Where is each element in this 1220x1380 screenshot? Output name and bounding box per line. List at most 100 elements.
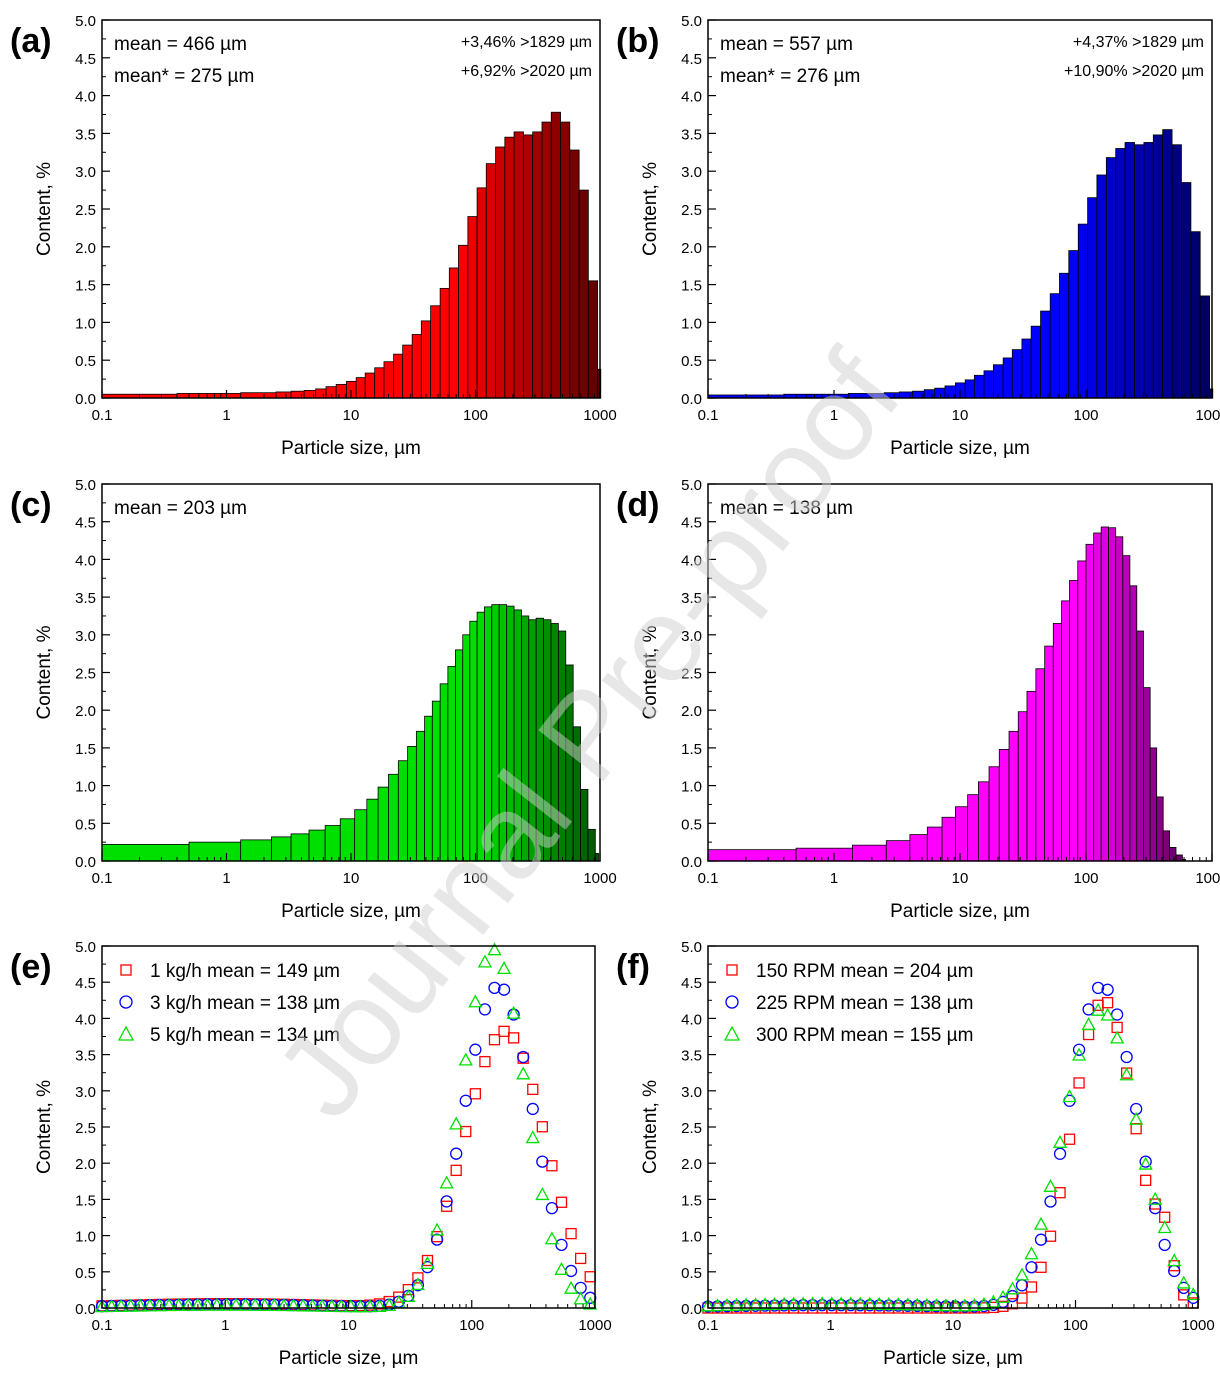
- panel-f: (f) 0.0 0.5 1.0 1.5 2.0 2.5 3.0 3.5 4.0 4.5 5.0 0.1 1…: [616, 939, 1215, 1369]
- panel-d: (d) 0.0 0.5 1.0 1.5 2.0 2.5 3.0 3.5 4.0 4.5 5.0 0.1 1…: [616, 477, 1220, 922]
- bar: [707, 849, 797, 862]
- legend-label: 300 RPM mean = 155 µm: [756, 1025, 973, 1046]
- y-tick-label: 3.0: [681, 164, 702, 181]
- data-point: [516, 1066, 531, 1080]
- data-point: [1034, 1233, 1048, 1246]
- x-tick-label: 1000: [583, 870, 616, 887]
- y-tick-label: 0.0: [75, 854, 96, 871]
- data-point: [152, 1298, 167, 1312]
- data-point: [420, 1256, 435, 1270]
- bar: [1077, 223, 1089, 399]
- y-tick-label: 0.0: [75, 391, 96, 408]
- panel-label: (c): [10, 486, 52, 524]
- bar: [973, 374, 985, 399]
- x-tick-label: 0.1: [698, 870, 719, 887]
- data-point: [1167, 1253, 1182, 1267]
- y-tick-label: 3.5: [75, 590, 96, 607]
- bar: [1030, 325, 1041, 399]
- bar: [430, 305, 441, 399]
- x-tick-label: 0.1: [92, 870, 113, 887]
- bar: [476, 611, 485, 862]
- y-tick-label: 2.5: [75, 1120, 96, 1137]
- data-point: [710, 1298, 725, 1312]
- data-point: [507, 1008, 520, 1021]
- y-tick-label: 0.5: [681, 1265, 702, 1282]
- bar: [1199, 295, 1210, 399]
- data-point: [219, 1297, 234, 1311]
- bar: [1044, 645, 1054, 862]
- data-point: [410, 1277, 425, 1291]
- data-point: [286, 1298, 301, 1312]
- bar: [909, 834, 928, 862]
- bar: [420, 320, 432, 399]
- bar: [485, 163, 496, 399]
- annotation-fraction: +3,46% >1829 µm: [461, 34, 592, 51]
- x-tick-label: 100: [459, 1317, 484, 1334]
- data-point: [957, 1298, 972, 1312]
- bar: [998, 749, 1010, 862]
- y-tick-label: 5.0: [681, 477, 702, 494]
- bar: [934, 387, 946, 399]
- y-axis: 0.0 0.5 1.0 1.5 2.0 2.5 3.0 3.5 4.0 4.5 5.0: [681, 477, 716, 871]
- data-point: [900, 1297, 915, 1311]
- y-tick-label: 5.0: [75, 939, 96, 956]
- bar: [467, 216, 478, 399]
- data-point: [372, 1298, 387, 1312]
- data-point: [496, 961, 512, 975]
- bar: [484, 606, 493, 862]
- y-tick-label: 0.5: [681, 816, 702, 833]
- data-point: [430, 1233, 444, 1246]
- y-tick-label: 5.0: [681, 939, 702, 956]
- data-point: [1052, 1134, 1068, 1148]
- data-point: [777, 1296, 792, 1310]
- data-point: [1043, 1178, 1058, 1192]
- bar: [324, 825, 341, 862]
- bar: [1122, 555, 1131, 862]
- y-tick-label: 4.5: [681, 975, 702, 992]
- data-point: [1005, 1281, 1020, 1295]
- data-point: [1062, 1089, 1077, 1103]
- y-axis-label: Content, %: [640, 162, 661, 256]
- data-point: [1148, 1191, 1163, 1205]
- bar: [415, 730, 425, 862]
- data-point: [910, 1297, 925, 1311]
- data-point: [574, 1252, 587, 1265]
- bar: [455, 649, 464, 862]
- bar: [587, 280, 599, 399]
- data-point: [967, 1298, 982, 1312]
- plot-data: [94, 942, 598, 1313]
- bar: [364, 372, 376, 399]
- bar: [983, 370, 994, 399]
- data-point: [142, 1298, 157, 1312]
- data-point: [1186, 1287, 1201, 1301]
- data-point: [479, 1055, 491, 1068]
- bar: [447, 666, 456, 862]
- y-tick-label: 1.0: [681, 315, 702, 332]
- data-point: [431, 1231, 443, 1243]
- data-point: [976, 1296, 992, 1310]
- bar: [240, 839, 272, 862]
- bar: [1017, 711, 1028, 862]
- y-axis-label: Content, %: [34, 1080, 55, 1174]
- x-axis-label: Particle size, µm: [281, 438, 421, 459]
- data-point: [1071, 1047, 1087, 1061]
- x-tick-label: 100: [463, 870, 488, 887]
- data-point: [402, 1289, 415, 1303]
- bar: [578, 189, 589, 399]
- data-point: [228, 1297, 244, 1311]
- bar: [1169, 847, 1177, 862]
- data-point: [238, 1297, 253, 1311]
- bar: [1061, 600, 1070, 862]
- x-axis: 0.1 1 10 100 1000: [92, 390, 617, 424]
- bar: [1162, 129, 1173, 399]
- bar: [1175, 854, 1183, 862]
- annotation-fraction: +4,37% >1829 µm: [1073, 34, 1204, 51]
- y-tick-label: 1.5: [75, 741, 96, 758]
- y-tick-label: 1.0: [75, 779, 96, 796]
- data-point: [1033, 1216, 1049, 1230]
- bar: [1134, 144, 1145, 399]
- data-point: [498, 1025, 510, 1037]
- bar: [448, 267, 459, 399]
- data-point: [881, 1296, 896, 1310]
- x-tick-label: 1000: [578, 1317, 611, 1334]
